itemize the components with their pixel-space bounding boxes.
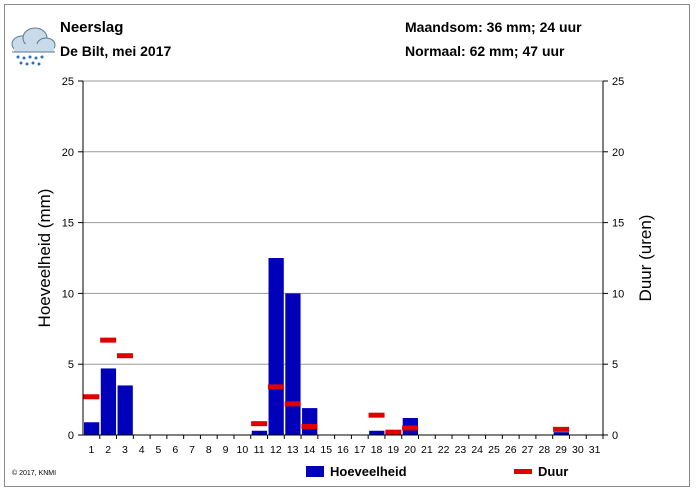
y-tick-label: 15 xyxy=(62,218,74,230)
x-tick-label: 17 xyxy=(354,444,366,456)
x-tick-label: 23 xyxy=(455,444,467,456)
bar xyxy=(369,430,385,435)
x-tick-label: 19 xyxy=(387,444,399,456)
y2-tick-label: 5 xyxy=(612,359,618,371)
copyright-text: © 2017, KNMI xyxy=(12,470,57,477)
x-tick-label: 31 xyxy=(589,444,601,456)
duration-marker xyxy=(553,426,570,432)
y-tick-label: 25 xyxy=(62,76,74,88)
grid-lines xyxy=(83,80,603,365)
duration-marker xyxy=(116,353,133,359)
x-tick-label: 20 xyxy=(404,444,416,456)
bar xyxy=(117,385,133,435)
y2-tick-label: 0 xyxy=(612,430,618,442)
y-tick-label: 10 xyxy=(62,288,74,300)
duration-series xyxy=(83,337,570,435)
x-tick-label: 13 xyxy=(287,444,299,456)
bar xyxy=(553,432,569,435)
duration-marker xyxy=(301,424,318,430)
y-tick-label: 20 xyxy=(62,147,74,159)
normal-text: Normaal: 62 mm; 47 uur xyxy=(405,43,565,59)
y2-tick-label: 10 xyxy=(612,288,624,300)
x-tick-label: 21 xyxy=(421,444,433,456)
x-tick-label: 2 xyxy=(105,444,111,456)
x-tick-label: 29 xyxy=(555,444,567,456)
x-tick-label: 22 xyxy=(438,444,450,456)
x-tick-label: 8 xyxy=(206,444,212,456)
x-tick-label: 7 xyxy=(189,444,195,456)
x-tick-label: 12 xyxy=(270,444,282,456)
legend-label-hoeveelheid: Hoeveelheid xyxy=(330,464,407,479)
y2-tick-label: 25 xyxy=(612,76,624,88)
legend-swatch-hoeveelheid xyxy=(306,466,324,477)
x-tick-label: 28 xyxy=(538,444,550,456)
x-tick-label: 9 xyxy=(223,444,229,456)
x-tick-label: 3 xyxy=(122,444,128,456)
x-tick-label: 14 xyxy=(304,444,316,456)
chart-title: Neerslag xyxy=(60,19,124,36)
y-tick-label: 0 xyxy=(68,430,74,442)
chart-subtitle: De Bilt, mei 2017 xyxy=(60,43,172,59)
month-sum-text: Maandsom: 36 mm; 24 uur xyxy=(405,19,582,35)
y2-tick-label: 20 xyxy=(612,147,624,159)
y-axis-label: Hoeveelheid (mm) xyxy=(35,189,54,328)
bar xyxy=(100,368,117,435)
y2-axis-label: Duur (uren) xyxy=(636,215,655,302)
x-tick-label: 4 xyxy=(139,444,145,456)
duration-marker xyxy=(251,421,268,427)
rain-cloud-icon xyxy=(11,27,56,66)
x-tick-label: 6 xyxy=(172,444,178,456)
x-tick-label: 18 xyxy=(371,444,383,456)
legend-label-duur: Duur xyxy=(538,464,569,479)
duration-marker xyxy=(284,401,301,407)
x-tick-label: 24 xyxy=(471,444,483,456)
y-tick-label: 5 xyxy=(68,359,74,371)
x-tick-label: 10 xyxy=(237,444,249,456)
bar-series xyxy=(84,258,569,435)
x-tick-label: 1 xyxy=(88,444,94,456)
bar xyxy=(302,408,318,435)
duration-marker xyxy=(100,337,117,343)
duration-marker xyxy=(267,384,284,390)
x-tick-label: 26 xyxy=(505,444,517,456)
duration-marker xyxy=(385,429,402,435)
x-tick-label: 27 xyxy=(522,444,534,456)
x-tick-label: 15 xyxy=(320,444,332,456)
legend-swatch-duur xyxy=(514,469,532,474)
bar xyxy=(84,422,100,435)
duration-marker xyxy=(402,425,419,431)
bar xyxy=(251,430,268,435)
bar xyxy=(285,293,301,435)
x-tick-label: 25 xyxy=(488,444,500,456)
duration-marker xyxy=(83,394,100,400)
duration-marker xyxy=(368,412,385,418)
x-tick-label: 16 xyxy=(337,444,349,456)
y2-tick-label: 15 xyxy=(612,218,624,230)
x-tick-label: 30 xyxy=(572,444,584,456)
bar xyxy=(268,258,284,435)
x-tick-label: 5 xyxy=(156,444,162,456)
x-tick-label: 11 xyxy=(254,444,265,456)
